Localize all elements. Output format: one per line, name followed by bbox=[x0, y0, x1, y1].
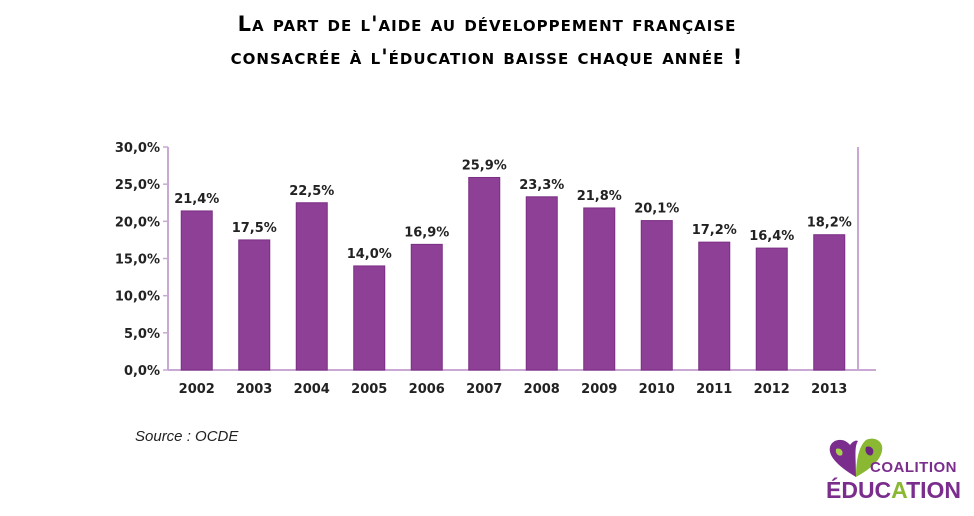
bar bbox=[755, 247, 788, 371]
bar bbox=[410, 243, 443, 371]
bar bbox=[295, 202, 328, 371]
coalition-education-logo: COALITION ÉDUCATION bbox=[826, 437, 966, 509]
x-tick-label: 2002 bbox=[179, 382, 215, 397]
bar-value-label: 17,2% bbox=[692, 223, 737, 238]
x-tick-label: 2011 bbox=[696, 382, 732, 397]
x-tick-label: 2010 bbox=[639, 382, 675, 397]
chart-title: La part de l'aide au développement franç… bbox=[0, 8, 974, 74]
x-tick-label: 2007 bbox=[466, 382, 502, 397]
bar-value-label: 21,8% bbox=[577, 189, 622, 204]
x-tick-label: 2013 bbox=[811, 382, 847, 397]
bar bbox=[698, 241, 731, 371]
bar-value-label: 17,5% bbox=[232, 221, 277, 236]
logo-text-education-part1: ÉDUC bbox=[826, 477, 892, 503]
globe-heart-icon bbox=[829, 438, 883, 477]
y-tick-label: 20,0% bbox=[115, 215, 160, 230]
bar bbox=[640, 220, 673, 371]
bar-value-label: 18,2% bbox=[807, 216, 852, 231]
chart-title-line-1: La part de l'aide au développement franç… bbox=[237, 12, 737, 36]
bar-value-label: 22,5% bbox=[289, 184, 334, 199]
y-tick-label: 25,0% bbox=[115, 178, 160, 193]
bar-value-label: 21,4% bbox=[174, 192, 219, 207]
y-tick-label: 5,0% bbox=[124, 327, 160, 342]
y-tick-label: 10,0% bbox=[115, 290, 160, 305]
x-tick-label: 2005 bbox=[351, 382, 387, 397]
chart-title-line-2: consacrée à l'éducation baisse chaque an… bbox=[230, 45, 744, 69]
bar bbox=[468, 176, 501, 371]
y-tick-label: 15,0% bbox=[115, 253, 160, 268]
bar-value-label: 23,3% bbox=[519, 178, 564, 193]
x-tick-label: 2012 bbox=[754, 382, 790, 397]
bar-value-label: 25,9% bbox=[462, 158, 507, 173]
source-note: Source : OCDE bbox=[135, 428, 239, 445]
logo-text-coalition: COALITION bbox=[870, 459, 957, 476]
bar-value-label: 16,4% bbox=[749, 229, 794, 244]
y-tick-label: 0,0% bbox=[124, 364, 160, 379]
bar bbox=[238, 239, 271, 371]
x-tick-label: 2003 bbox=[236, 382, 272, 397]
bar-value-label: 16,9% bbox=[404, 225, 449, 240]
bar bbox=[813, 234, 846, 371]
bar bbox=[180, 210, 213, 371]
logo-text-education-accent: A bbox=[891, 477, 907, 503]
x-tick-label: 2006 bbox=[409, 382, 445, 397]
x-tick-label: 2008 bbox=[524, 382, 560, 397]
logo-text-education-part2: TION bbox=[906, 477, 962, 503]
bar bbox=[525, 196, 558, 371]
bar-value-label: 20,1% bbox=[634, 202, 679, 217]
bar-value-label: 14,0% bbox=[347, 247, 392, 262]
logo-text-education: ÉDUCATION bbox=[826, 477, 961, 504]
bar bbox=[353, 265, 386, 371]
bar bbox=[583, 207, 616, 371]
y-tick-label: 30,0% bbox=[115, 141, 160, 156]
x-tick-label: 2009 bbox=[581, 382, 617, 397]
x-tick-label: 2004 bbox=[294, 382, 330, 397]
